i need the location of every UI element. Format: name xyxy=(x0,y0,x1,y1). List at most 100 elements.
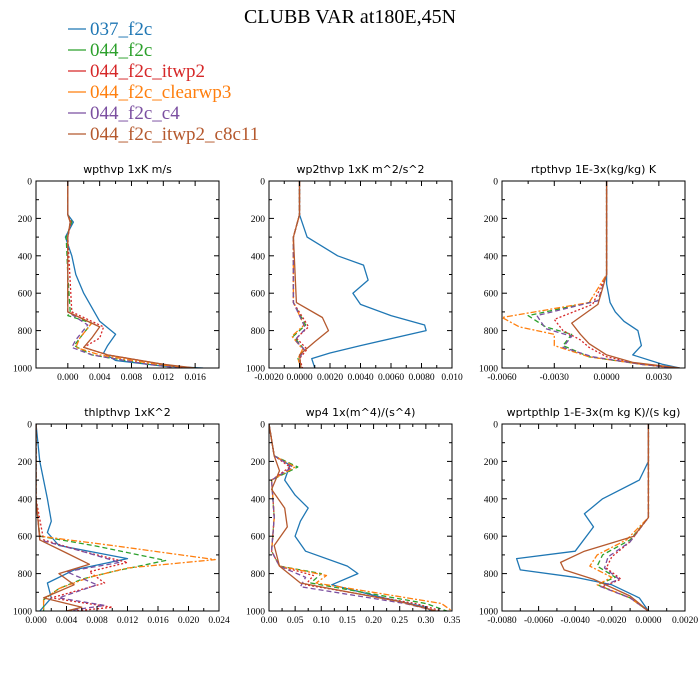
plot-frame xyxy=(501,180,686,369)
y-tick-label: 1000 xyxy=(246,608,265,618)
y-tick-label: 400 xyxy=(251,252,266,262)
figure-title: CLUBB VAR at180E,45N xyxy=(244,6,456,28)
series-line-044_f2c_itwp2 xyxy=(601,424,650,611)
x-tick-label: 0.0000 xyxy=(594,373,620,383)
series-line-037_f2c xyxy=(298,181,427,368)
x-tick-label: -0.0080 xyxy=(487,616,517,626)
series-group xyxy=(502,181,680,368)
series-group xyxy=(269,424,452,611)
series-line-044_f2c_itwp2_c8c11 xyxy=(36,424,91,611)
series-line-044_f2c_itwp2_c8c11 xyxy=(559,424,650,611)
y-tick-label: 600 xyxy=(18,290,33,300)
x-tick-label: 0.024 xyxy=(208,616,230,626)
y-tick-label: 800 xyxy=(484,327,499,337)
y-tick-label: 0 xyxy=(27,421,32,431)
panel-title: wpthvp 1xK m/s xyxy=(83,163,172,176)
series-line-037_f2c xyxy=(605,181,680,368)
series-line-037_f2c xyxy=(269,424,432,611)
x-tick-label: 0.004 xyxy=(56,616,78,626)
plot-frame xyxy=(501,423,686,612)
y-tick-label: 1000 xyxy=(246,365,265,375)
x-tick-label: -0.0040 xyxy=(561,616,591,626)
x-tick-label: 0.020 xyxy=(178,616,200,626)
x-tick-label: 0.008 xyxy=(86,616,108,626)
x-tick-label: -0.0030 xyxy=(540,373,570,383)
y-tick-label: 400 xyxy=(484,495,499,505)
panel-title: thlpthvp 1xK^2 xyxy=(84,406,171,419)
series-group xyxy=(64,181,204,368)
y-tick-label: 400 xyxy=(18,252,33,262)
plot-frame xyxy=(268,423,453,612)
series-line-037_f2c xyxy=(515,424,650,611)
series-group xyxy=(36,424,216,611)
panel-title: wp4 1x(m^4)/(s^4) xyxy=(306,406,416,419)
x-tick-label: 0.000 xyxy=(25,616,47,626)
y-tick-label: 600 xyxy=(484,533,499,543)
panel-title: wp2thvp 1xK m^2/s^2 xyxy=(296,163,424,176)
x-tick-label: 0.0080 xyxy=(408,373,434,383)
series-line-044_f2c_clearwp3 xyxy=(67,181,188,368)
y-tick-label: 800 xyxy=(251,570,266,580)
x-tick-label: 0.0000 xyxy=(635,616,661,626)
legend-label: 044_f2c_itwp2 xyxy=(90,61,205,82)
x-tick-label: 0.0040 xyxy=(347,373,373,383)
y-tick-label: 200 xyxy=(18,458,33,468)
y-tick-label: 200 xyxy=(251,215,266,225)
x-tick-label: 0.0000 xyxy=(286,373,312,383)
series-line-044_f2c_c4 xyxy=(67,181,180,368)
y-tick-label: 0 xyxy=(493,421,498,431)
y-tick-label: 200 xyxy=(18,215,33,225)
x-tick-label: 0.010 xyxy=(441,373,463,383)
series-line-037_f2c xyxy=(36,424,129,611)
legend: 037_f2c044_f2c044_f2c_itwp2044_f2c_clear… xyxy=(68,19,259,145)
panel-2: wp2thvp 1xK m^2/s^2 0 200 400 600 800 1000-0.0… xyxy=(246,163,463,383)
y-tick-label: 1000 xyxy=(479,365,498,375)
x-tick-label: 0.0020 xyxy=(672,616,698,626)
y-tick-label: 400 xyxy=(18,495,33,505)
series-line-044_f2c xyxy=(65,181,196,368)
series-group xyxy=(291,181,427,368)
series-line-037_f2c xyxy=(64,181,204,368)
legend-label: 044_f2c_clearwp3 xyxy=(90,82,231,103)
x-tick-label: 0.016 xyxy=(147,616,169,626)
x-tick-label: 0.0020 xyxy=(317,373,343,383)
y-tick-label: 0 xyxy=(27,178,32,188)
x-tick-label: -0.0020 xyxy=(597,616,627,626)
panel-title: rtpthvp 1E-3x(kg/kg) K xyxy=(531,163,657,176)
x-tick-label: 0.05 xyxy=(287,616,304,626)
series-line-044_f2c_itwp2_c8c11 xyxy=(269,424,437,611)
x-tick-label: 0.20 xyxy=(365,616,382,626)
y-tick-label: 800 xyxy=(18,570,33,580)
y-tick-label: 800 xyxy=(251,327,266,337)
x-tick-label: 0.000 xyxy=(57,373,79,383)
x-tick-label: 0.00 xyxy=(261,616,278,626)
series-line-044_f2c_c4 xyxy=(600,424,650,611)
y-tick-label: 0 xyxy=(493,178,498,188)
y-tick-label: 1000 xyxy=(13,608,32,618)
y-tick-label: 600 xyxy=(251,533,266,543)
y-tick-label: 600 xyxy=(484,290,499,300)
series-line-044_f2c_itwp2_c8c11 xyxy=(571,181,680,368)
series-line-044_f2c_clearwp3 xyxy=(589,424,650,611)
y-tick-label: 200 xyxy=(251,458,266,468)
series-line-044_f2c_itwp2 xyxy=(553,181,677,368)
x-tick-label: 0.016 xyxy=(184,373,206,383)
series-line-044_f2c_clearwp3 xyxy=(269,424,452,611)
x-tick-label: 0.10 xyxy=(313,616,330,626)
x-tick-label: 0.0030 xyxy=(646,373,672,383)
series-line-044_f2c_clearwp3 xyxy=(36,424,216,611)
series-line-044_f2c xyxy=(269,424,448,611)
plot-frame xyxy=(35,180,220,369)
x-tick-label: 0.012 xyxy=(117,616,139,626)
legend-label: 044_f2c_itwp2_c8c11 xyxy=(90,124,259,145)
y-tick-label: 800 xyxy=(484,570,499,580)
x-tick-label: -0.0060 xyxy=(524,616,554,626)
y-tick-label: 0 xyxy=(260,178,265,188)
x-tick-label: -0.0020 xyxy=(254,373,284,383)
x-tick-label: 0.0060 xyxy=(378,373,404,383)
x-tick-label: 0.004 xyxy=(89,373,111,383)
series-line-044_f2c_itwp2 xyxy=(67,181,188,368)
